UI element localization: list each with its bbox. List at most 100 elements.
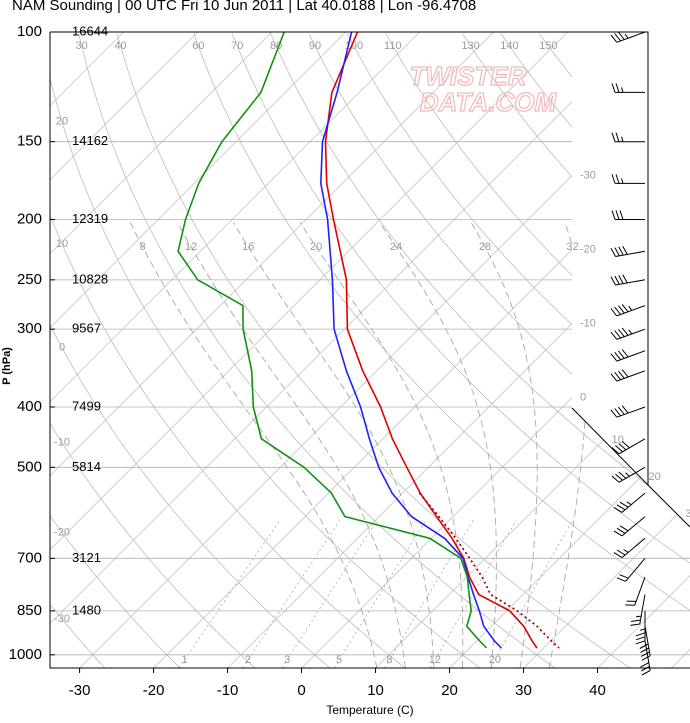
isotherm <box>50 32 420 668</box>
moist-adiabat-label: 20 <box>310 241 322 253</box>
dry-adiabat <box>116 33 631 668</box>
dry-adiabat <box>231 33 690 668</box>
height-label: 14162 <box>72 133 108 148</box>
isotherm-label: -10 <box>580 317 596 329</box>
mixing-ratio-label: 12 <box>429 654 441 666</box>
watermark-text: DATA.COM <box>420 87 558 117</box>
x-tick-label: 40 <box>589 682 606 699</box>
height-label: 9567 <box>72 321 101 336</box>
moist-adiabat-label: 8 <box>140 241 146 253</box>
profile-line <box>320 31 502 649</box>
dry-adiabat-label: 130 <box>461 40 479 52</box>
x-tick-label: 0 <box>297 682 305 699</box>
moist-adiabat-label: 32 <box>566 241 578 253</box>
wind-barb <box>610 349 646 362</box>
isotherm-label: -20 <box>580 243 596 255</box>
moist-adiabat <box>470 222 538 668</box>
mixing-ratio-label: 3 <box>284 654 290 666</box>
y-axis-label: P (hPa) <box>1 347 13 385</box>
dry-adiabat-label: 0 <box>59 342 65 354</box>
y-tick-label: 200 <box>17 210 42 227</box>
wind-barb <box>613 537 646 559</box>
chart-title: NAM Sounding | 00 UTC Fri 10 Jun 2011 | … <box>12 0 476 14</box>
mixing-ratio-line <box>490 520 573 668</box>
wind-barb <box>640 640 651 676</box>
x-tick-label: 20 <box>441 682 458 699</box>
background-labels: 60 70 80 90 100 110 130 140 150403020100-10-20-3… <box>54 40 690 666</box>
x-tick-label: -10 <box>217 682 239 699</box>
dry-adiabat <box>462 33 690 668</box>
mixing-ratio-line <box>281 520 378 668</box>
wind-barb <box>611 132 645 143</box>
height-label: 3121 <box>72 550 101 565</box>
moist-adiabat-label: 24 <box>390 241 402 253</box>
moist-adiabat-label: 12 <box>185 241 197 253</box>
wind-barb <box>610 304 646 317</box>
isotherm <box>50 32 346 668</box>
wind-barb <box>630 594 646 626</box>
dry-adiabat-label: 30 <box>76 40 88 52</box>
watermark-text: TWISTER <box>410 61 527 91</box>
dry-adiabat <box>50 33 331 668</box>
wind-barb <box>611 438 646 455</box>
isotherm <box>50 32 494 668</box>
dry-adiabat-label: 140 <box>500 40 518 52</box>
y-tick-label: 100 <box>17 23 42 40</box>
wind-barb <box>616 557 646 582</box>
dry-adiabat-label: 40 <box>114 40 126 52</box>
y-tick-label: 150 <box>17 133 42 150</box>
wind-barb <box>635 610 646 645</box>
isotherm <box>449 32 690 668</box>
wind-barb <box>613 492 646 513</box>
mixing-ratio-label: 20 <box>489 654 501 666</box>
isotherm-label: 30 <box>685 508 690 520</box>
y-tick-label: 400 <box>17 398 42 415</box>
height-label: 10828 <box>72 271 108 286</box>
moist-adiabat <box>299 222 464 668</box>
profiles <box>177 31 560 649</box>
wind-barb <box>625 576 646 606</box>
dry-adiabat <box>50 33 256 668</box>
mixing-ratio-label: 8 <box>386 654 392 666</box>
isotherm-label: 0 <box>580 391 586 403</box>
dry-adiabat-label: 70 <box>231 40 243 52</box>
mixing-ratio-line <box>333 520 427 668</box>
moist-adiabat-label: 16 <box>242 241 254 253</box>
wind-barb <box>610 245 646 257</box>
x-tick-label: 10 <box>367 682 384 699</box>
moist-adiabat-label: 28 <box>479 241 491 253</box>
y-tick-label: 700 <box>17 549 42 566</box>
dry-adiabat-label: 150 <box>539 40 557 52</box>
y-tick-label: 500 <box>17 458 42 475</box>
isotherm <box>375 32 690 668</box>
wind-barb <box>610 369 646 382</box>
isotherm-label: -30 <box>580 170 596 182</box>
isotherm <box>50 32 198 668</box>
dry-adiabat-label: 60 <box>192 40 204 52</box>
wind-barb <box>610 327 646 340</box>
mixing-ratio-line <box>384 520 474 668</box>
dry-adiabat-label: 110 <box>384 40 402 52</box>
dry-adiabat-label: 10 <box>56 238 68 250</box>
wind-barb <box>610 31 646 43</box>
isotherm <box>50 32 272 668</box>
mixing-ratio-label: 1 <box>181 654 187 666</box>
isotherm <box>523 32 690 668</box>
height-label: 12319 <box>72 211 108 226</box>
y-tick-label: 250 <box>17 271 42 288</box>
isotherm <box>50 32 642 668</box>
height-label: 16644 <box>72 23 108 38</box>
isotherm <box>50 32 568 668</box>
wind-barbs <box>610 31 651 676</box>
isotherm-label: 20 <box>648 471 660 483</box>
x-axis-label: Temperature (C) <box>326 703 413 717</box>
dry-adiabat-label: 20 <box>56 116 68 128</box>
profile-line <box>177 31 488 649</box>
wind-barb <box>611 466 646 483</box>
dry-adiabat <box>50 33 181 668</box>
y-tick-label: 850 <box>17 602 42 619</box>
height-label: 7499 <box>72 398 101 413</box>
height-label: 5814 <box>72 459 101 474</box>
